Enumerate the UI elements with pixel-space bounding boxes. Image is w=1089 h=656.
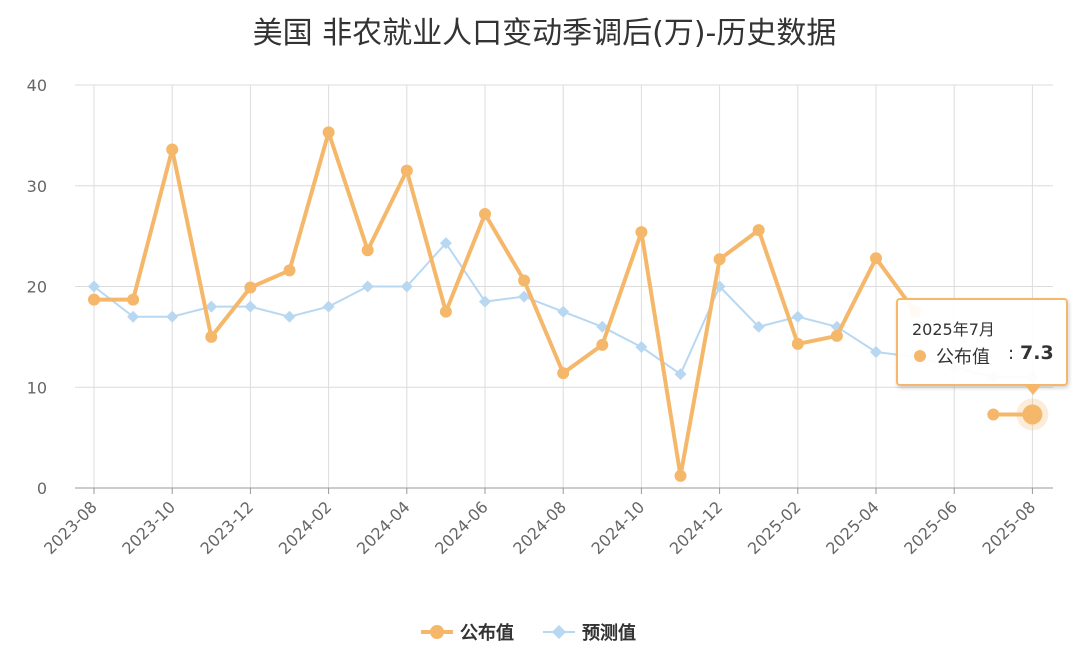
forecast-point	[283, 310, 296, 323]
actual-point	[674, 469, 687, 482]
actual-point	[361, 244, 374, 257]
actual-point	[244, 281, 257, 294]
y-tick-label: 20	[27, 278, 47, 297]
y-axis-ticks: 0 10 20 30 40	[27, 76, 47, 498]
y-tick-label: 10	[27, 378, 47, 397]
tooltip-separator: :	[1008, 343, 1015, 364]
actual-point	[830, 329, 843, 342]
legend-actual-icon	[421, 625, 453, 639]
x-tick-label: 2024-12	[666, 497, 727, 558]
actual-point	[127, 293, 140, 306]
x-tick-label: 2023-08	[40, 497, 101, 558]
x-tick-label: 2023-12	[197, 497, 258, 558]
forecast-point	[361, 280, 374, 293]
actual-point	[596, 338, 609, 351]
x-tick-label: 2024-08	[509, 497, 570, 558]
actual-point	[557, 367, 570, 380]
actual-point	[870, 252, 882, 265]
grid-lines	[75, 84, 1053, 494]
x-tick-label: 2025-06	[900, 497, 961, 558]
legend-item-forecast[interactable]: 预测值	[542, 617, 636, 647]
actual-point	[713, 253, 726, 266]
legend-label-actual: 公布值	[460, 623, 514, 644]
tooltip: 2025年7月 公布值 : 7.3	[896, 298, 1068, 386]
x-tick-label: 2024-02	[275, 497, 336, 558]
tooltip-marker-icon	[914, 350, 926, 362]
x-tick-label: 2023-10	[118, 497, 179, 558]
x-tick-label: 2025-04	[822, 497, 883, 558]
legend-item-actual[interactable]: 公布值	[420, 617, 514, 647]
legend-label-forecast: 预测值	[582, 623, 636, 644]
forecast-point	[439, 237, 452, 250]
actual-point	[439, 305, 452, 318]
forecast-point	[88, 280, 100, 293]
actual-point	[987, 408, 1000, 421]
actual-point	[400, 164, 413, 177]
tooltip-date: 2025年7月	[912, 320, 995, 339]
y-tick-label: 30	[27, 177, 47, 196]
forecast-point	[205, 300, 218, 313]
tooltip-pointer-icon	[1024, 384, 1042, 395]
actual-point	[791, 337, 804, 350]
actual-point	[166, 143, 179, 156]
legend: 公布值 预测值	[0, 617, 1089, 647]
forecast-point	[752, 320, 765, 333]
y-tick-label: 40	[27, 76, 47, 95]
x-axis-ticks: 2023-08 2023-10 2023-12 2024-02 2024-04 2024-…	[40, 497, 1039, 558]
y-tick-label: 0	[37, 479, 47, 498]
forecast-point	[557, 305, 570, 318]
forecast-point	[596, 320, 609, 333]
actual-point	[518, 274, 531, 287]
legend-forecast-icon	[543, 625, 575, 639]
forecast-point	[127, 310, 140, 323]
actual-point	[88, 293, 100, 306]
forecast-point	[635, 340, 648, 353]
x-tick-label: 2025-08	[979, 497, 1040, 558]
highlight-point	[1016, 398, 1049, 431]
actual-point	[479, 207, 491, 220]
forecast-point	[400, 280, 413, 293]
forecast-point	[244, 300, 257, 313]
forecast-point	[322, 300, 335, 313]
forecast-point	[479, 295, 491, 308]
x-tick-label: 2025-02	[744, 497, 805, 558]
forecast-point	[166, 310, 179, 323]
actual-point	[322, 126, 335, 139]
forecast-point	[674, 368, 687, 381]
chart-title: 美国 非农就业人口变动季调后(万)-历史数据	[252, 16, 837, 51]
actual-point	[635, 226, 648, 239]
x-tick-label: 2024-06	[431, 497, 492, 558]
forecast-point	[791, 310, 804, 323]
actual-point	[283, 264, 296, 277]
actual-point	[205, 330, 218, 343]
tooltip-value: 7.3	[1020, 342, 1054, 364]
x-tick-label: 2024-10	[588, 497, 649, 558]
actual-point	[752, 224, 765, 237]
tooltip-series-name: 公布值	[936, 347, 990, 368]
x-tick-label: 2024-04	[353, 497, 414, 558]
forecast-point	[870, 345, 882, 358]
forecast-point	[518, 290, 531, 303]
highlight-dot	[1022, 404, 1043, 425]
